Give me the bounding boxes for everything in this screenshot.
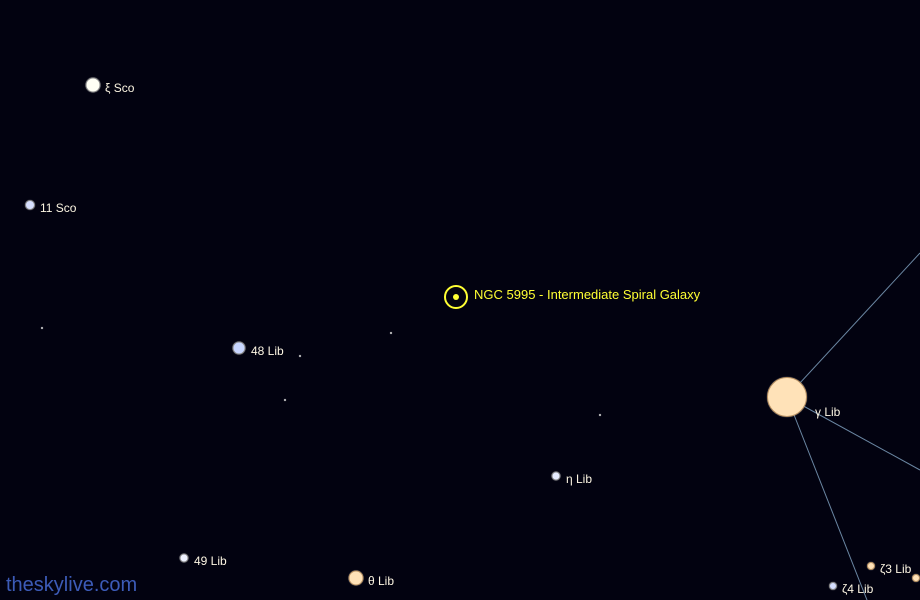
star-48-lib: [233, 342, 246, 355]
faint-1: [41, 327, 43, 329]
star-label-11-sco: 11 Sco: [40, 201, 76, 215]
highlight-dot: [453, 294, 459, 300]
star-chart: ξ Sco 11 Sco 48 Lib η Lib γ Lib 49 Lib θ Lib ζ4…: [0, 0, 920, 600]
star-theta-lib: [349, 571, 364, 586]
faint-3: [390, 332, 392, 334]
constellation-line-0: [787, 253, 920, 397]
faint-4: [284, 399, 286, 401]
watermark: theskylive.com: [6, 574, 137, 597]
star-label-xi-sco: ξ Sco: [105, 81, 134, 95]
constellation-line-2: [787, 397, 920, 470]
star-label-theta-lib: θ Lib: [368, 574, 394, 588]
star-zeta4-lib: [829, 582, 837, 590]
star-label-48-lib: 48 Lib: [251, 344, 284, 358]
star-label-zeta3-lib: ζ3 Lib: [880, 562, 911, 576]
faint-5: [599, 414, 601, 416]
star-xi-sco: [86, 78, 101, 93]
star-eta-lib: [552, 472, 561, 481]
star-label-eta-lib: η Lib: [566, 472, 592, 486]
faint-2: [299, 355, 301, 357]
star-label-49-lib: 49 Lib: [194, 554, 227, 568]
star-zeta3-lib: [867, 562, 875, 570]
highlight-label: NGC 5995 - Intermediate Spiral Galaxy: [474, 287, 700, 302]
star-label-zeta4-lib: ζ4 Lib: [842, 582, 873, 596]
star-gamma-lib: [767, 377, 807, 417]
star-11-sco: [25, 200, 35, 210]
constellation-line-1: [787, 397, 867, 600]
star-label-gamma-lib: γ Lib: [815, 405, 840, 419]
star-49-lib: [180, 554, 189, 563]
star-zeta-edge: [912, 574, 920, 582]
